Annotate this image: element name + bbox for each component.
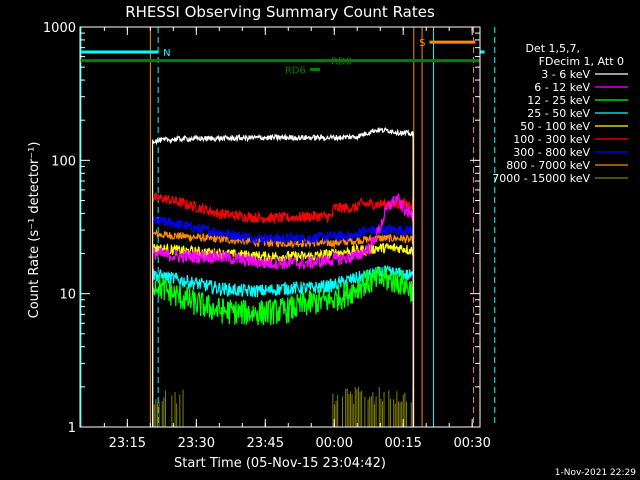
- series-line-4: [152, 242, 414, 428]
- legend-label-4: 50 - 100 keV: [520, 120, 590, 133]
- x-tick-label-5: 00:30: [453, 436, 490, 451]
- y-tick-label-0: 1: [68, 421, 76, 436]
- legend-label-7: 800 - 7000 keV: [506, 159, 590, 172]
- legend-label-0: 3 - 6 keV: [541, 68, 590, 81]
- legend-label-6: 300 - 800 keV: [513, 146, 590, 159]
- state-bar-label-2: S: [419, 38, 425, 49]
- y-tick-label-1: 10: [59, 288, 76, 303]
- state-bar-label-0: N: [163, 48, 170, 59]
- y-tick-label-2: 100: [51, 154, 76, 169]
- x-axis-label: Start Time (05-Nov-15 23:04:42): [174, 456, 386, 471]
- x-tick-label-2: 23:45: [247, 436, 284, 451]
- x-tick-label-0: 23:15: [109, 436, 146, 451]
- series-line-5: [152, 192, 414, 428]
- timestamp: 1-Nov-2021 22:29: [555, 468, 637, 478]
- y-tick-label-3: 1000: [43, 21, 76, 36]
- legend-label-8: 7000 - 15000 keV: [492, 172, 590, 185]
- series-line-3: [152, 264, 414, 428]
- x-tick-label-1: 23:30: [178, 436, 215, 451]
- legend-header-line-1: Det 1,5,7,: [525, 42, 580, 55]
- legend-label-1: 6 - 12 keV: [534, 81, 590, 94]
- state-bar-label-4: RD0: [331, 57, 352, 68]
- series-line-6: [152, 215, 414, 428]
- x-tick-label-4: 00:15: [384, 436, 421, 451]
- plot-frame: [79, 26, 481, 428]
- state-bar-label-5: RD6: [285, 66, 306, 77]
- series-line-1: [152, 193, 414, 428]
- x-tick-label-3: 00:00: [316, 436, 353, 451]
- series-line-0: [152, 126, 414, 428]
- series-line-2: [152, 265, 414, 428]
- legend-label-3: 25 - 50 keV: [527, 107, 590, 120]
- legend-label-2: 12 - 25 keV: [527, 94, 590, 107]
- legend-label-5: 100 - 300 keV: [513, 133, 590, 146]
- legend-header-line-2: FDecim 1, Att 0: [539, 55, 624, 68]
- series-line-7: [152, 228, 414, 428]
- chart-title: RHESSI Observing Summary Count Rates: [125, 3, 435, 21]
- y-axis-label: Count Rate (s⁻¹ detector⁻¹): [27, 142, 42, 319]
